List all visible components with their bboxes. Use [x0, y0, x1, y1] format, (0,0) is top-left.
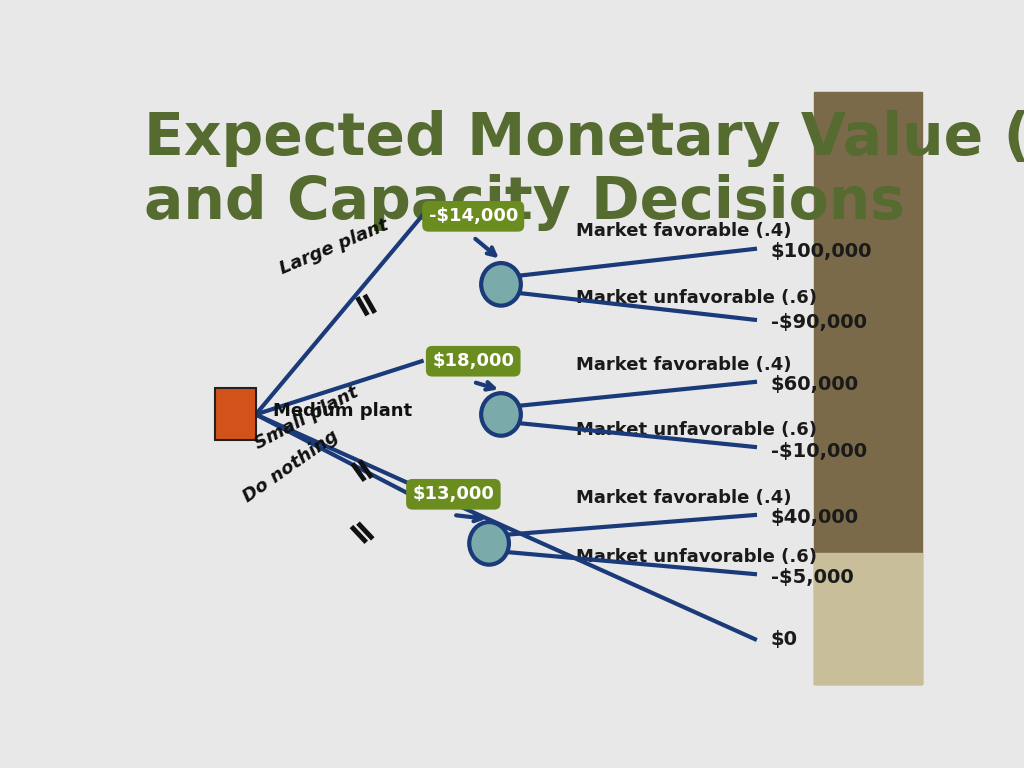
- Text: Market unfavorable (.6): Market unfavorable (.6): [577, 421, 817, 439]
- Text: $0: $0: [771, 630, 798, 649]
- Text: $13,000: $13,000: [413, 485, 495, 503]
- Text: Small plant: Small plant: [252, 383, 361, 453]
- Bar: [814, 554, 922, 684]
- Text: Market unfavorable (.6): Market unfavorable (.6): [577, 289, 817, 307]
- Text: $18,000: $18,000: [432, 353, 514, 370]
- FancyBboxPatch shape: [214, 389, 256, 441]
- Text: $100,000: $100,000: [771, 243, 872, 261]
- Text: Market unfavorable (.6): Market unfavorable (.6): [577, 548, 817, 567]
- Text: $60,000: $60,000: [771, 376, 859, 395]
- Text: Market favorable (.4): Market favorable (.4): [577, 356, 792, 374]
- Text: Medium plant: Medium plant: [272, 402, 412, 421]
- Text: Do nothing: Do nothing: [240, 427, 342, 506]
- Ellipse shape: [481, 393, 521, 435]
- Text: Large plant: Large plant: [278, 217, 391, 279]
- Text: -$90,000: -$90,000: [771, 313, 866, 333]
- Text: Market favorable (.4): Market favorable (.4): [577, 489, 792, 508]
- Ellipse shape: [469, 522, 509, 564]
- Ellipse shape: [481, 263, 521, 306]
- Text: -$10,000: -$10,000: [771, 442, 867, 461]
- Bar: [814, 92, 922, 684]
- Text: Market favorable (.4): Market favorable (.4): [577, 222, 792, 240]
- Text: $40,000: $40,000: [771, 508, 859, 528]
- Text: -$5,000: -$5,000: [771, 568, 854, 587]
- Text: -$14,000: -$14,000: [428, 207, 518, 225]
- Text: Expected Monetary Value (EMV)
and Capacity Decisions: Expected Monetary Value (EMV) and Capaci…: [143, 110, 1024, 230]
